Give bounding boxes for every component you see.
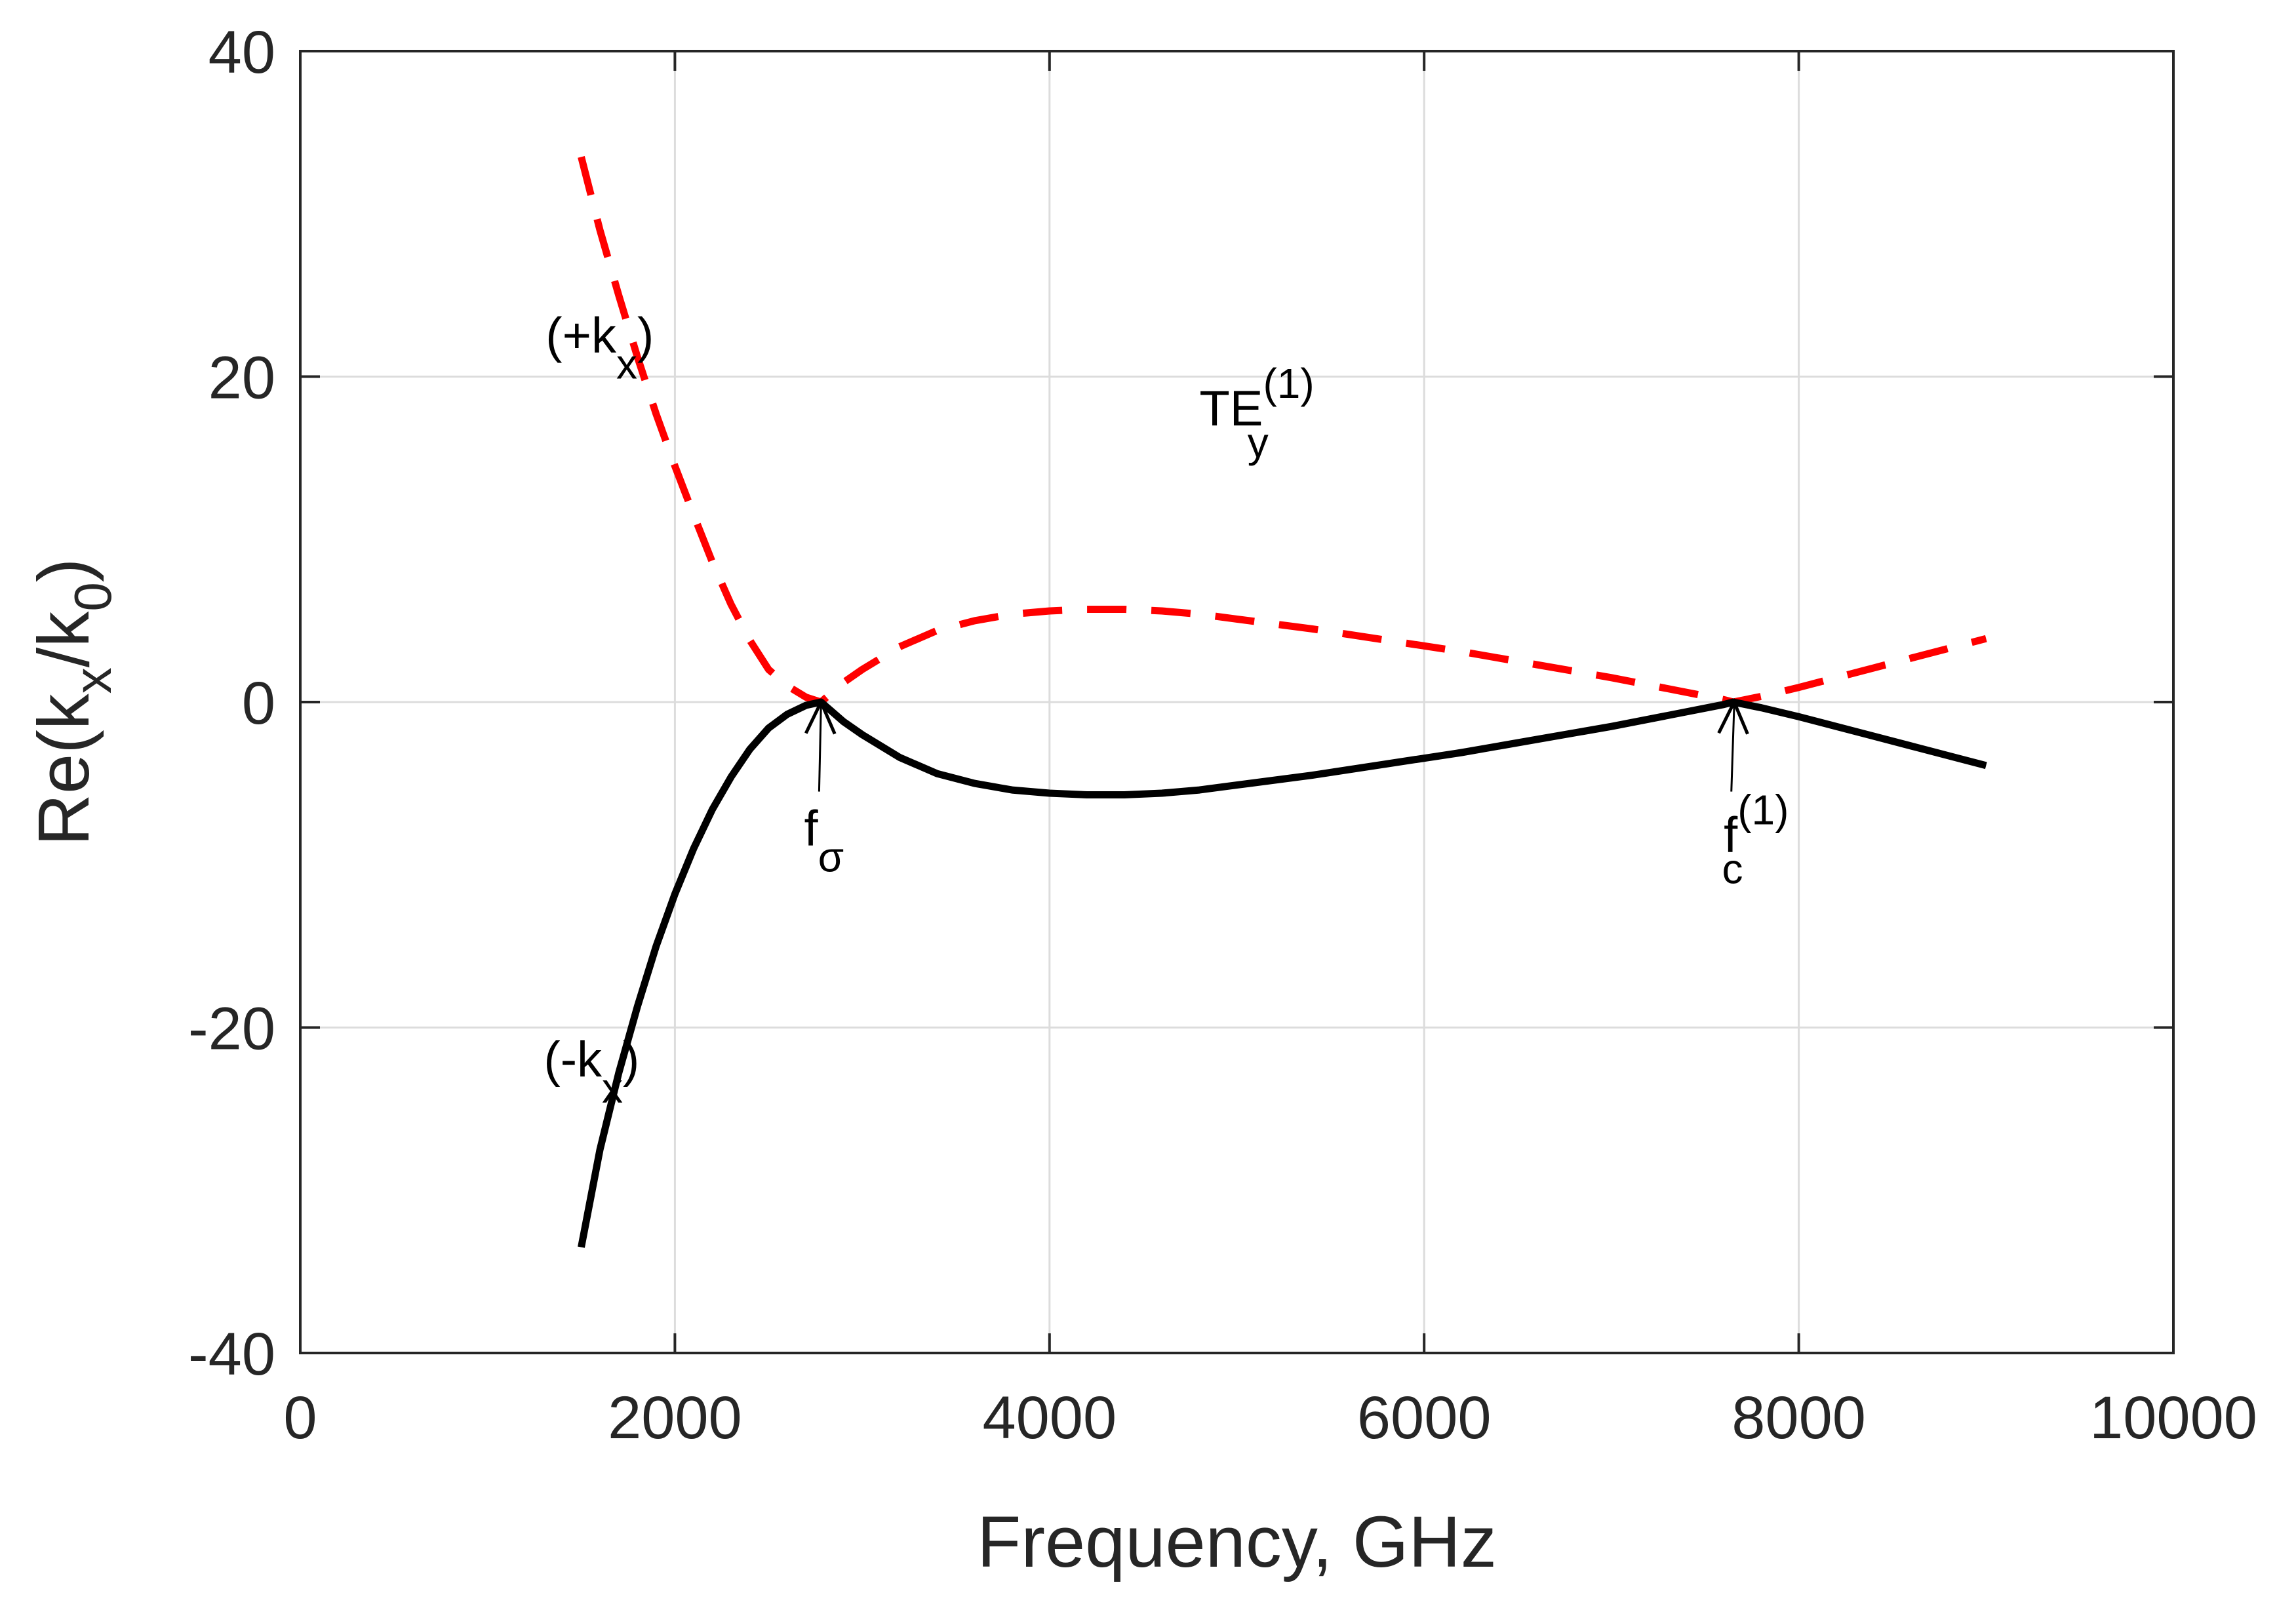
series-line-plus-kx <box>578 156 1987 706</box>
annotation-te-mode: TE(1) y <box>1199 360 1314 466</box>
annotations: (+kx) (-kx) TE(1) y fσ f(1) c <box>544 307 1789 1112</box>
y-tick-label: 40 <box>208 19 275 86</box>
x-tick-label: 6000 <box>1357 1384 1492 1451</box>
series-line-minus-kx <box>578 698 1987 1248</box>
x-tick-label: 4000 <box>982 1384 1117 1451</box>
x-axis-title: Frequency, GHz <box>977 1502 1497 1582</box>
f-c1-arrow-shaft <box>1730 705 1735 792</box>
f-sigma-arrow-head <box>804 698 837 735</box>
series-layer <box>578 156 1987 1248</box>
y-axis-title: Re(kx/k0) <box>24 559 122 846</box>
y-tick-label: 0 <box>242 670 275 737</box>
annotation-minus-kx: (-kx) <box>544 1032 639 1112</box>
y-tick-label: -20 <box>188 996 275 1063</box>
x-tick-label: 0 <box>283 1384 317 1451</box>
y-tick-label: -40 <box>188 1321 275 1388</box>
axes: 0 2000 4000 6000 8000 10000 -40 -20 0 20 40 Frequen… <box>24 19 2257 1582</box>
f-sigma-arrow-shaft <box>818 705 822 792</box>
x-tick-label: 2000 <box>608 1384 742 1451</box>
y-tick-label: 20 <box>208 345 275 412</box>
grid <box>300 51 2173 1353</box>
annotation-f-c1: f(1) c <box>1722 786 1789 892</box>
f-c1-arrow-head <box>1717 698 1749 735</box>
x-tick-label: 8000 <box>1732 1384 1866 1451</box>
annotation-f-sigma: fσ <box>804 800 844 880</box>
x-tick-label: 10000 <box>2089 1384 2257 1451</box>
annotation-plus-kx: (+kx) <box>545 307 654 387</box>
